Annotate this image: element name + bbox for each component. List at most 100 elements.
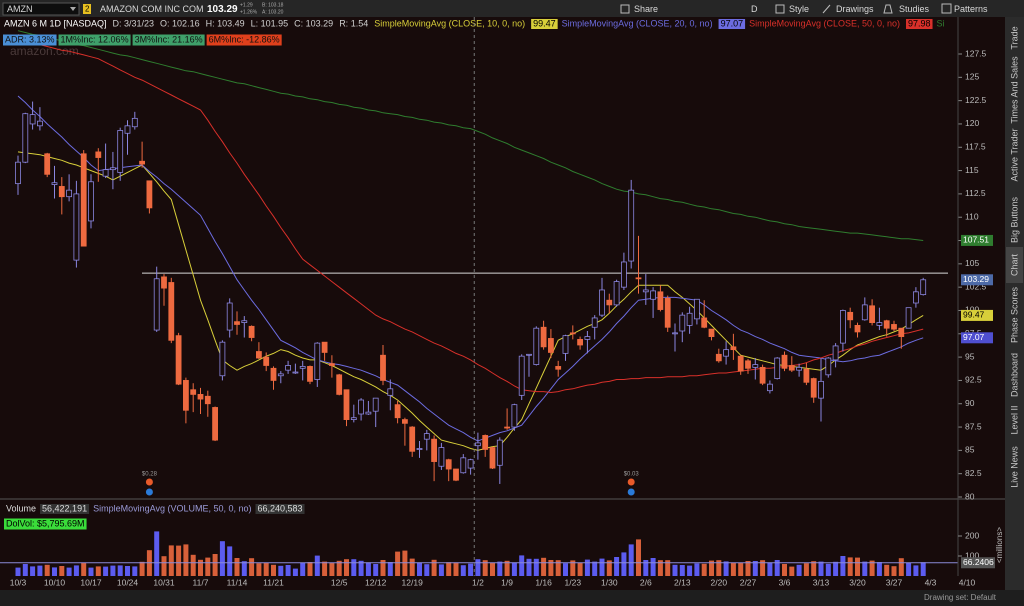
event-icon [627,478,635,486]
volume-bar [789,566,795,576]
side-tab[interactable]: Big Buttons [1009,196,1019,243]
candle-body [248,325,255,338]
drawings-icon [822,4,831,14]
volume-bar [446,562,452,576]
volume-bar [796,564,802,576]
patterns-icon [941,3,952,14]
candle-body [591,317,598,328]
volume-bar [409,558,415,576]
volume-bar [88,567,94,576]
x-tick-label: 3/13 [813,577,830,587]
candle-body [380,354,386,381]
volume-bar [701,563,707,576]
volume-study-value: 66,240,583 [257,503,302,513]
volume-bar [227,546,233,576]
volume-bar [592,561,598,576]
share-button[interactable]: Share [634,4,658,14]
candle-body [679,314,686,332]
drawings-button[interactable]: Drawings [836,4,874,14]
volume-bar [219,541,225,576]
x-tick-label: 4/10 [959,577,976,587]
x-tick-label: 11/7 [193,577,209,587]
candle-body [584,336,591,340]
side-tab[interactable]: Live News [1009,446,1019,488]
volume-bar [490,562,495,576]
volume-bar [183,544,189,576]
candle-body [526,353,532,356]
candle-body [657,291,664,310]
candle-body [292,371,299,374]
volume-bar [161,556,167,576]
candle-body [540,326,547,348]
candle-body [781,354,788,369]
link-box[interactable] [83,4,91,14]
candle-body [745,360,751,369]
volume-bar [198,559,203,576]
studies-button[interactable]: Studies [899,4,930,14]
candle-body [642,289,649,293]
period-button[interactable]: D [751,4,758,14]
volume-bar [431,559,437,576]
candle-body [336,374,343,395]
volume-bar [855,557,860,576]
side-tab[interactable]: Dashboard [1009,353,1019,397]
change: +1.29 [240,2,253,8]
candle-body [555,366,562,370]
studies-icon [883,4,893,14]
header-field: O: 102.16 [160,18,200,28]
candle-body [715,353,722,362]
symbol-box[interactable] [2,2,80,16]
volume-bar [818,561,824,576]
volume-bar [424,564,430,576]
candle-body [197,394,204,400]
candle-body [168,282,175,341]
volume-plot [0,531,958,576]
x-tick-label: 10/10 [44,577,66,587]
volume-bar [774,560,780,576]
candle-body [599,289,605,316]
volume-bar [621,552,627,576]
candle-body [496,439,503,466]
side-tab[interactable]: Chart [1009,254,1019,277]
candle-body [409,426,416,452]
volume-study: SimpleMovingAvg (VOLUME, 50, 0, no) [93,503,251,513]
volume-bar [519,555,525,576]
volume-bar [387,562,393,576]
candle-body [387,388,394,396]
patterns-button[interactable]: Patterns [954,4,988,14]
study-name: SimpleMovingAvg (CLOSE, 20, 0, no) [562,18,713,28]
candle-body [416,448,423,450]
volume-bar [752,561,758,576]
volume-bar [694,563,700,576]
y-tick-label: 120 [965,118,979,128]
candle-body [146,180,153,209]
volume-bar [59,566,65,576]
side-tab[interactable]: Active Trader [1009,128,1019,181]
candle-body [569,332,576,335]
volume-bar [278,565,284,576]
volume-bar [687,565,693,576]
style-button[interactable]: Style [789,4,809,14]
candle-body [774,357,781,379]
side-tab[interactable]: Level II [1009,405,1019,434]
candle-body [694,298,700,320]
symbol[interactable]: AMZN [7,4,33,14]
side-tab[interactable]: Phase Scores [1009,286,1019,343]
side-tab[interactable]: Trade [1009,26,1019,49]
volume-bar [730,563,736,576]
volume-bar [300,562,306,576]
candle-body [861,304,868,321]
candle-body [840,310,846,344]
candle-body [95,151,102,158]
volume-bar [15,567,21,576]
side-tab[interactable]: Times And Sales [1009,56,1019,124]
volume-bar [679,565,685,576]
header-field: D: 3/31/23 [113,18,155,28]
volume-bar [636,539,641,576]
volume-bar [292,568,298,576]
x-tick-label: 2/6 [640,577,652,587]
status-bar [0,590,1024,606]
candle-body [401,419,408,424]
candle-body [913,291,919,304]
